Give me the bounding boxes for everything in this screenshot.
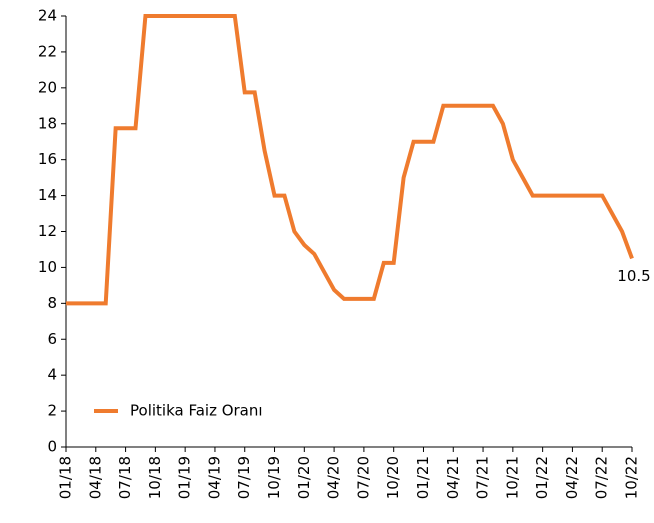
x-tick-label: 07/19 <box>235 456 253 499</box>
x-tick-label: 04/19 <box>205 456 223 499</box>
series-line <box>66 14 634 306</box>
y-tick-label: 8 <box>47 294 57 312</box>
x-tick-label: 01/19 <box>176 456 194 499</box>
x-tick-label: 10/21 <box>503 456 521 499</box>
data-label: 10.5 <box>617 267 650 285</box>
x-tick-label: 04/20 <box>325 456 343 499</box>
x-tick-label: 01/20 <box>295 456 313 499</box>
x-tick-label: 07/21 <box>474 456 492 499</box>
y-tick-label: 16 <box>38 150 57 168</box>
y-tick-label: 6 <box>47 330 57 348</box>
x-tick-label: 07/18 <box>116 456 134 499</box>
x-tick-label: 04/22 <box>563 456 581 499</box>
y-tick-label: 22 <box>38 42 57 60</box>
y-tick-label: 14 <box>38 186 57 204</box>
x-tick-label: 10/18 <box>146 456 164 499</box>
x-tick-label: 10/22 <box>623 456 641 499</box>
x-tick-label: 10/19 <box>265 456 283 499</box>
y-tick-label: 2 <box>47 402 57 420</box>
x-tick-label: 07/22 <box>593 456 611 499</box>
legend-label: Politika Faiz Oranı <box>130 402 263 420</box>
x-tick-label: 10/20 <box>384 456 402 499</box>
x-tick-label: 04/18 <box>86 456 104 499</box>
y-tick-label: 20 <box>38 78 57 96</box>
x-tick-label: 01/21 <box>414 456 432 499</box>
y-tick-label: 12 <box>38 222 57 240</box>
y-tick-label: 10 <box>38 258 57 276</box>
y-tick-label: 24 <box>38 7 57 25</box>
x-tick-label: 07/20 <box>354 456 372 499</box>
y-tick-label: 4 <box>47 366 57 384</box>
y-tick-label: 18 <box>38 114 57 132</box>
y-tick-label: 0 <box>47 438 57 456</box>
x-tick-label: 04/21 <box>444 456 462 499</box>
x-tick-label: 01/22 <box>533 456 551 499</box>
x-tick-label: 01/18 <box>57 456 75 499</box>
